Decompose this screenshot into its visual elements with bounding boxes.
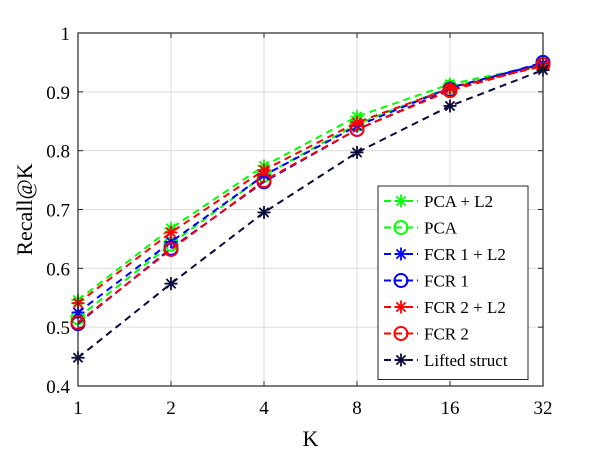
- asterisk-marker: [394, 300, 408, 314]
- y-tick-label: 0.9: [46, 83, 70, 104]
- series-line: [77, 63, 544, 319]
- x-tick-label: 16: [441, 398, 460, 419]
- circle-marker: [393, 220, 409, 235]
- asterisk-marker: [394, 247, 408, 261]
- legend-box: [377, 185, 529, 380]
- asterisk-marker: [394, 194, 408, 208]
- asterisk-marker: [350, 145, 364, 159]
- series-line: [77, 63, 544, 301]
- y-axis-label: Recall@K: [12, 163, 37, 255]
- legend-label: PCA + L2: [424, 192, 493, 211]
- asterisk-stroke: [444, 100, 456, 112]
- legend-label: FCR 1: [424, 272, 469, 291]
- x-tick-label: 4: [259, 398, 269, 419]
- legend-entry: PCA: [384, 219, 458, 238]
- x-axis-label: K: [303, 426, 319, 451]
- circle-marker: [163, 242, 179, 258]
- legend-label: FCR 2 + L2: [424, 298, 506, 317]
- y-tick-label: 0.6: [46, 259, 70, 280]
- circle-marker: [442, 83, 458, 99]
- asterisk-stroke: [395, 248, 407, 260]
- circle-marker: [349, 121, 365, 137]
- asterisk-stroke: [351, 147, 363, 158]
- asterisk-stroke: [395, 354, 407, 366]
- legend: PCA + L2 PCA FCR 1 + L2 FCR 1 FCR 2 + L2 FCR …: [377, 185, 529, 380]
- asterisk-stroke: [165, 227, 177, 238]
- asterisk-marker: [394, 353, 408, 367]
- circle-marker: [393, 273, 409, 288]
- series-line: [77, 62, 544, 314]
- y-tick-label: 0.4: [46, 377, 70, 398]
- legend-entry: FCR 2 + L2: [384, 298, 506, 317]
- legend-label: FCR 1 + L2: [424, 245, 506, 264]
- circle-marker: [256, 173, 272, 189]
- asterisk-stroke: [165, 278, 177, 289]
- x-tick-label: 8: [352, 398, 362, 419]
- legend-entry: Lifted struct: [384, 351, 508, 370]
- y-tick-label: 0.8: [46, 142, 70, 163]
- legend-entry: PCA + L2: [384, 192, 493, 211]
- x-tick-label: 1: [73, 398, 83, 419]
- asterisk-marker: [257, 163, 271, 177]
- series-line: [77, 64, 544, 304]
- asterisk-marker: [257, 205, 271, 219]
- y-tick-label: 1: [61, 24, 71, 45]
- x-tick-label: 32: [534, 398, 553, 419]
- y-tick-label: 0.5: [46, 318, 70, 339]
- asterisk-stroke: [395, 301, 407, 313]
- axes: 1 2 4 8 16 32 0.4 0.5 0.6 0.7 0.8 0.9 1 K Recall@K: [12, 24, 553, 451]
- circle-marker: [393, 326, 409, 341]
- legend-entry: FCR 1 + L2: [384, 245, 506, 264]
- asterisk-stroke: [258, 164, 270, 176]
- legend-label: FCR 2: [424, 325, 469, 344]
- series-line: [77, 69, 544, 359]
- asterisk-marker: [164, 225, 178, 239]
- x-tick-label: 2: [166, 398, 176, 419]
- asterisk-marker: [164, 277, 178, 291]
- asterisk-stroke: [395, 195, 407, 207]
- legend-entry: FCR 1: [384, 272, 469, 291]
- legend-entry: FCR 2: [384, 325, 469, 344]
- y-tick-label: 0.7: [46, 201, 70, 222]
- series-line: [77, 63, 544, 324]
- asterisk-marker: [443, 99, 457, 113]
- legend-label: Lifted struct: [424, 351, 508, 370]
- asterisk-stroke: [258, 207, 270, 218]
- legend-label: PCA: [424, 219, 458, 238]
